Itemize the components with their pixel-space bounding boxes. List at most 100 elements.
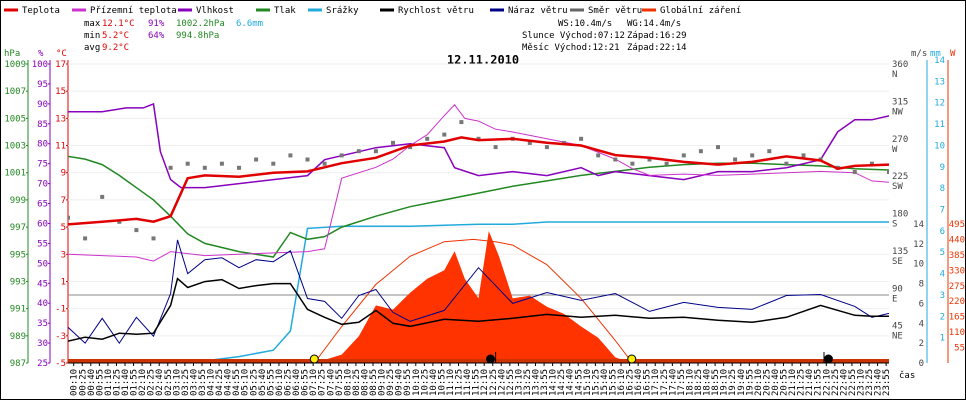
x-tick-label: 04:55 [232, 369, 242, 396]
wind-speed-tick-label: 8 [919, 280, 924, 290]
wind-dir-point [544, 145, 549, 150]
x-tick-label: 08:25 [352, 369, 362, 396]
x-tick-label: 21:10 [788, 369, 798, 396]
x-tick-label: 22:25 [831, 369, 841, 396]
rain-tick-label: 6 [940, 227, 945, 237]
x-tick-label: 11:10 [446, 369, 456, 396]
series-rain [68, 221, 889, 363]
wind-dir-point [767, 149, 772, 154]
radiation-tick-label: 440 [949, 235, 965, 245]
unit-w: W [950, 49, 956, 59]
left-axis-label: 17 [55, 60, 66, 70]
wind-dir-point [373, 149, 378, 154]
x-tick-label: 15:55 [609, 369, 619, 396]
wind-dir-point [698, 149, 703, 154]
stat-avg-label: avg [84, 43, 100, 53]
moonrise-marker [485, 354, 495, 364]
x-tick-label: 05:10 [241, 369, 251, 396]
sunrise-marker [309, 354, 319, 364]
x-tick-label: 10:55 [437, 369, 447, 396]
wind-dir-point [527, 140, 532, 145]
x-tick-label: 18:10 [686, 369, 696, 396]
x-tick-label: 10:40 [429, 369, 439, 396]
x-tick-label: 23:10 [857, 369, 867, 396]
x-tick-label: 07:55 [335, 369, 345, 396]
x-tick-label: 09:40 [395, 369, 405, 396]
x-tick-label: 02:40 [155, 369, 165, 396]
x-tick-label: 16:40 [634, 369, 644, 396]
wind-dir-compass-label: W [892, 145, 898, 155]
legend-label: Přízemní teplota [90, 6, 177, 16]
radiation-tick-label: 55 [954, 344, 965, 354]
x-tick-label: 23:55 [882, 369, 892, 396]
series-wind-gust [68, 239, 889, 344]
info-ws: WS:10.4m/s [558, 19, 612, 29]
unit-mm: mm [930, 49, 941, 59]
x-tick-label: 19:55 [745, 369, 755, 396]
wind-dir-point [68, 215, 70, 220]
wind-dir-compass-label: SW [892, 182, 903, 192]
stat-min-hum: 64% [148, 31, 165, 41]
stats-block: max 12.1°C 91% 1002.2hPa 6.6mm min 5.2°C… [84, 19, 263, 53]
x-tick-label: 22:55 [848, 369, 858, 396]
legend-label: Teplota [22, 6, 60, 16]
x-tick-label: 20:40 [771, 369, 781, 396]
wind-dir-point [271, 161, 276, 166]
x-tick-label: 13:40 [532, 369, 542, 396]
stat-min-temp: 5.2°C [102, 31, 129, 41]
x-tick-label: 04:40 [224, 369, 234, 396]
x-tick-label: 13:55 [540, 369, 550, 396]
left-axis-label: 5 [61, 223, 66, 233]
left-axis-label: 55 [37, 239, 48, 249]
radiation-tick-label: 385 [949, 251, 965, 261]
left-axis-label: 999 [10, 196, 26, 206]
x-tick-label: 08:10 [343, 369, 353, 396]
moonset-marker [823, 354, 833, 364]
x-tick-label: 01:25 [113, 369, 123, 396]
wind-dir-point [391, 140, 395, 145]
rain-tick-label: 1 [940, 334, 945, 344]
wind-dir-point [630, 161, 635, 166]
left-axis-label: 30 [37, 339, 48, 349]
wind-dir-point [596, 153, 601, 158]
left-axis-label: 1001 [4, 169, 26, 179]
wind-dir-point [681, 153, 686, 158]
wind-dir-point [254, 157, 259, 162]
rain-tick-label: 5 [940, 248, 945, 258]
wind-dir-point [219, 161, 224, 166]
left-axis-label: 7 [61, 196, 66, 206]
x-tick-label: 06:40 [292, 369, 302, 396]
radiation-tick-label: 165 [949, 313, 965, 323]
x-tick-label: 06:10 [275, 369, 285, 396]
wind-dir-tick-label: 135 [892, 247, 908, 257]
rain-tick-label: 10 [934, 141, 945, 151]
left-axis-label: 993 [10, 277, 26, 287]
x-tick-label: 12:55 [506, 369, 516, 396]
x-tick-label: 03:10 [172, 369, 182, 396]
wind-dir-compass-label: S [892, 220, 897, 230]
wind-dir-tick-label: 315 [892, 97, 908, 107]
unit-pct: % [38, 49, 44, 59]
rain-tick-label: 4 [940, 270, 945, 280]
stat-max-hum: 91% [148, 19, 165, 29]
wind-speed-tick-label: 4 [919, 319, 924, 329]
x-tick-label: 05:40 [258, 369, 268, 396]
left-axis-label: 35 [37, 319, 48, 329]
x-tick-label: 03:55 [198, 369, 208, 396]
x-tick-label: 10:25 [420, 369, 430, 396]
legend-label: Rychlost větru [398, 6, 474, 16]
radiation-tick-label: 495 [949, 220, 965, 230]
x-tick-label: 02:10 [138, 369, 148, 396]
x-tick-label: 11:25 [455, 369, 465, 396]
wind-dir-compass-label: SE [892, 257, 903, 267]
legend-label: Vlhkost [196, 6, 234, 16]
rain-tick-label: 11 [934, 120, 945, 130]
left-axis-label: 995 [10, 250, 26, 260]
left-axis-label: 13 [55, 114, 66, 124]
left-axis-label: -5 [55, 359, 66, 369]
x-tick-label: 19:10 [720, 369, 730, 396]
x-tick-label: 07:10 [309, 369, 319, 396]
x-tick-label: 04:10 [207, 369, 217, 396]
x-tick-label: 12:10 [480, 369, 490, 396]
x-tick-label: 19:40 [737, 369, 747, 396]
